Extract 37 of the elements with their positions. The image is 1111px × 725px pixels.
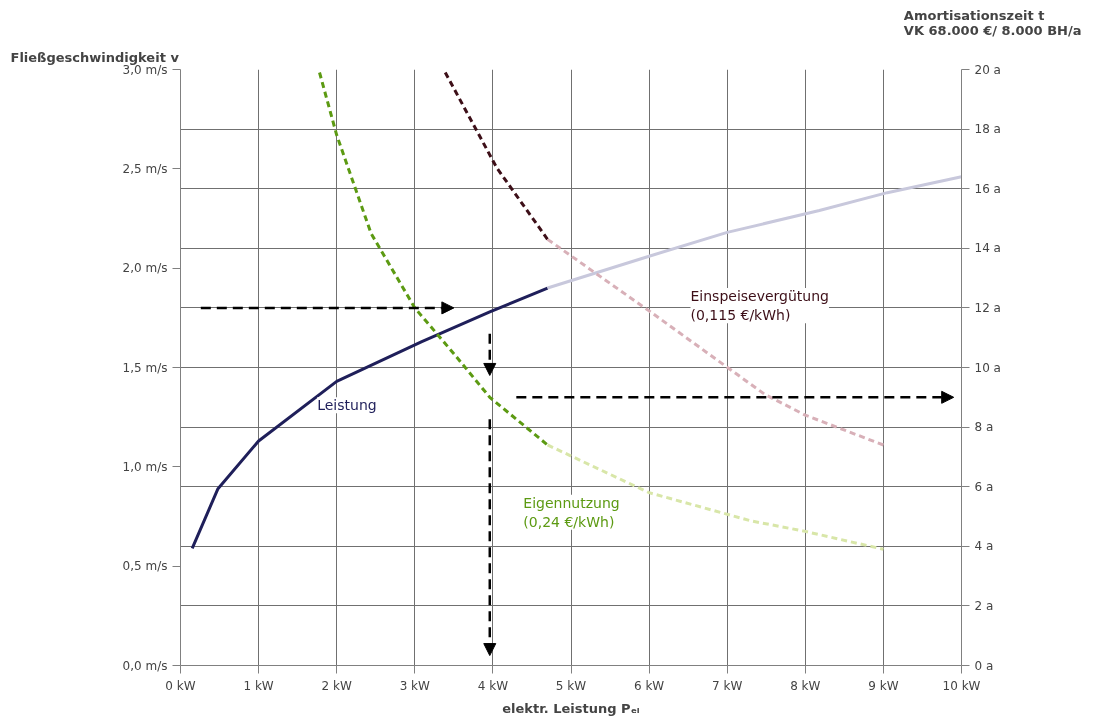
x-tick-label: 4 kW (477, 678, 509, 693)
x-tick-label: 7 kW (712, 678, 743, 693)
x-tick-label: 10 kW (942, 678, 981, 693)
y2-tick-label: 0 a (974, 658, 994, 673)
x-tick-label: 3 kW (399, 678, 431, 693)
line-series (318, 70, 550, 447)
annotation: Leistung (317, 397, 377, 414)
y2-tick-label: 20 a (974, 62, 1001, 77)
y-tick-label: 1,5 m/s (122, 360, 168, 375)
y-axis-title: Fließgeschwindigkeit v (10, 49, 180, 65)
y2-tick-label: 10 a (974, 360, 1001, 375)
x-tick-label: 5 kW (555, 678, 587, 693)
annotation: Einspeisevergütung (0,115 €/kWh) (690, 288, 829, 324)
x-tick-label: 8 kW (790, 678, 821, 693)
x-tick-label: 2 kW (321, 678, 352, 693)
x-tick-label: 9 kW (868, 678, 899, 693)
y2-tick-label: 18 a (974, 122, 1001, 137)
y-tick-label: 2,5 m/s (122, 161, 168, 176)
y-tick-label: 0,5 m/s (122, 559, 168, 574)
line-series (546, 237, 885, 447)
y2-tick-label: 4 a (974, 539, 994, 554)
y2-tick-label: 6 a (974, 479, 994, 494)
y2-axis-title: Amortisationszeit t VK 68.000 €/ 8.000 BH/a (903, 7, 1082, 38)
y2-tick-label: 8 a (974, 420, 994, 435)
x-axis-title: elektr. Leistung Pₑₗ (502, 700, 640, 716)
y-tick-label: 0,0 m/s (122, 658, 168, 673)
annotation: Eigennutzung (0,24 €/kWh) (523, 494, 620, 530)
x-tick-label: 0 kW (165, 678, 196, 693)
y2-tick-label: 14 a (974, 241, 1001, 256)
y-tick-label: 2,0 m/s (122, 261, 168, 276)
y2-tick-label: 12 a (974, 300, 1001, 315)
y2-tick-label: 2 a (974, 598, 994, 613)
line-series (546, 175, 962, 290)
y-tick-label: 1,0 m/s (122, 459, 168, 474)
x-tick-label: 6 kW (633, 678, 665, 693)
x-tick-label: 1 kW (243, 678, 274, 693)
y2-tick-label: 16 a (974, 181, 1001, 196)
